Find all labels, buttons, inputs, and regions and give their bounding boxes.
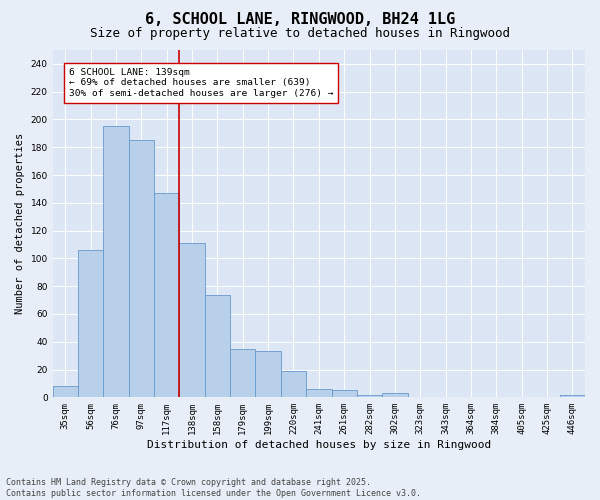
Bar bbox=[129, 140, 154, 398]
Bar bbox=[103, 126, 129, 398]
Bar bbox=[306, 389, 332, 398]
Bar bbox=[53, 386, 78, 398]
Text: Contains HM Land Registry data © Crown copyright and database right 2025.
Contai: Contains HM Land Registry data © Crown c… bbox=[6, 478, 421, 498]
Bar bbox=[357, 394, 382, 398]
Bar bbox=[332, 390, 357, 398]
Bar bbox=[78, 250, 103, 398]
Bar bbox=[281, 371, 306, 398]
Bar bbox=[256, 352, 281, 398]
Y-axis label: Number of detached properties: Number of detached properties bbox=[15, 133, 25, 314]
Text: Size of property relative to detached houses in Ringwood: Size of property relative to detached ho… bbox=[90, 28, 510, 40]
Bar bbox=[560, 394, 585, 398]
Bar bbox=[382, 393, 407, 398]
X-axis label: Distribution of detached houses by size in Ringwood: Distribution of detached houses by size … bbox=[147, 440, 491, 450]
Bar bbox=[179, 243, 205, 398]
Text: 6, SCHOOL LANE, RINGWOOD, BH24 1LG: 6, SCHOOL LANE, RINGWOOD, BH24 1LG bbox=[145, 12, 455, 28]
Bar bbox=[205, 294, 230, 398]
Bar bbox=[230, 348, 256, 398]
Bar bbox=[154, 193, 179, 398]
Text: 6 SCHOOL LANE: 139sqm
← 69% of detached houses are smaller (639)
30% of semi-det: 6 SCHOOL LANE: 139sqm ← 69% of detached … bbox=[69, 68, 334, 98]
